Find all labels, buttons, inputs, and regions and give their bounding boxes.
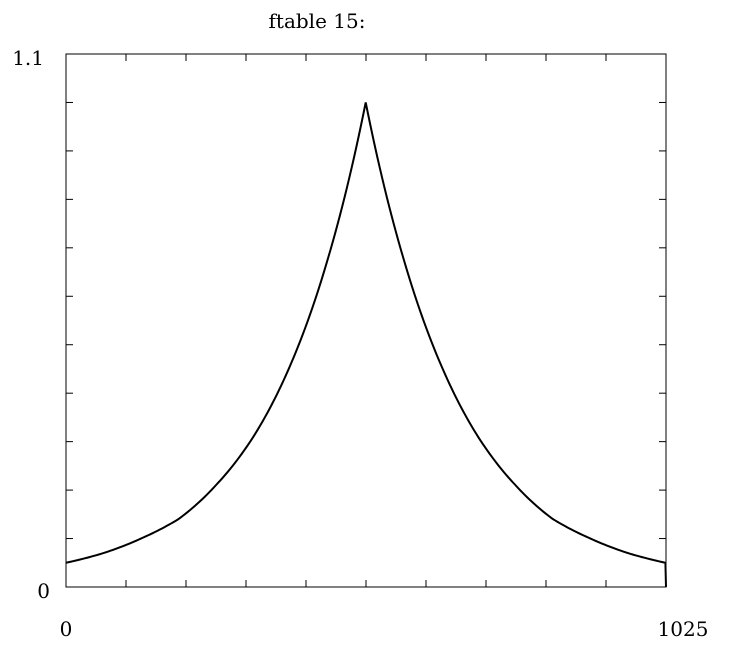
y-tick-label-min: 0 — [37, 579, 50, 603]
series-line — [65, 102, 667, 588]
x-axis-ticks — [65, 54, 667, 587]
plot-frame — [65, 53, 667, 588]
x-tick-label-max: 1025 — [658, 617, 709, 641]
x-tick-label-min: 0 — [60, 617, 73, 641]
chart-title: ftable 15: — [269, 9, 366, 33]
y-axis-ticks — [66, 53, 666, 588]
y-tick-label-max: 1.1 — [12, 46, 44, 70]
